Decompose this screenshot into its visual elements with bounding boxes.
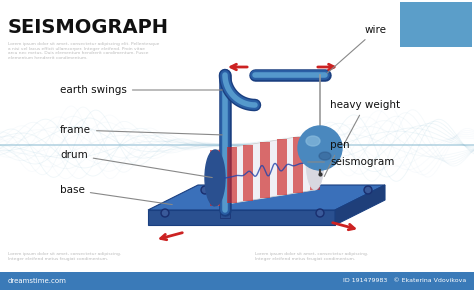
Circle shape: [163, 211, 167, 215]
Ellipse shape: [319, 152, 331, 160]
Text: heavy weight: heavy weight: [330, 100, 400, 146]
Text: pen: pen: [324, 140, 350, 177]
Polygon shape: [227, 147, 237, 203]
Polygon shape: [148, 210, 335, 225]
Circle shape: [201, 186, 209, 194]
Polygon shape: [210, 150, 220, 206]
Polygon shape: [243, 145, 253, 201]
Circle shape: [161, 209, 169, 217]
Circle shape: [298, 126, 342, 170]
Polygon shape: [310, 134, 320, 190]
Polygon shape: [293, 137, 303, 193]
Text: Lorem ipsum dolor sit amet, consectetur adipiscing.
Integer eleifend metus feugi: Lorem ipsum dolor sit amet, consectetur …: [8, 252, 121, 261]
Text: base: base: [60, 185, 172, 205]
Text: drum: drum: [60, 150, 212, 177]
Circle shape: [316, 209, 324, 217]
Circle shape: [318, 211, 322, 215]
Text: SEISMOGRAPH: SEISMOGRAPH: [8, 18, 169, 37]
Text: frame: frame: [60, 125, 222, 135]
Polygon shape: [148, 185, 385, 210]
Text: earth swings: earth swings: [60, 85, 222, 95]
Ellipse shape: [306, 134, 324, 190]
Text: wire: wire: [327, 25, 387, 73]
Text: Lorem ipsum dolor sit amet, consectetur adipiscing.
Integer eleifend metus feugi: Lorem ipsum dolor sit amet, consectetur …: [255, 252, 368, 261]
Polygon shape: [260, 142, 270, 198]
Polygon shape: [215, 134, 315, 206]
Polygon shape: [335, 185, 385, 225]
Polygon shape: [277, 139, 287, 195]
Ellipse shape: [205, 150, 225, 206]
Text: dreamstime.com: dreamstime.com: [8, 278, 67, 284]
Circle shape: [365, 188, 371, 193]
Circle shape: [202, 188, 208, 193]
Bar: [0, 272, 474, 290]
Text: seismogram: seismogram: [308, 157, 394, 167]
Text: Lorem ipsum dolor sit amet, consectetur adipiscing elit. Pellentesque
a nisi vel: Lorem ipsum dolor sit amet, consectetur …: [8, 42, 159, 60]
Polygon shape: [220, 207, 230, 218]
Circle shape: [364, 186, 372, 194]
Text: ID 191479983   © Ekaterina Vdovikova: ID 191479983 © Ekaterina Vdovikova: [343, 278, 466, 284]
Ellipse shape: [306, 136, 320, 146]
Bar: [400, 2, 472, 47]
